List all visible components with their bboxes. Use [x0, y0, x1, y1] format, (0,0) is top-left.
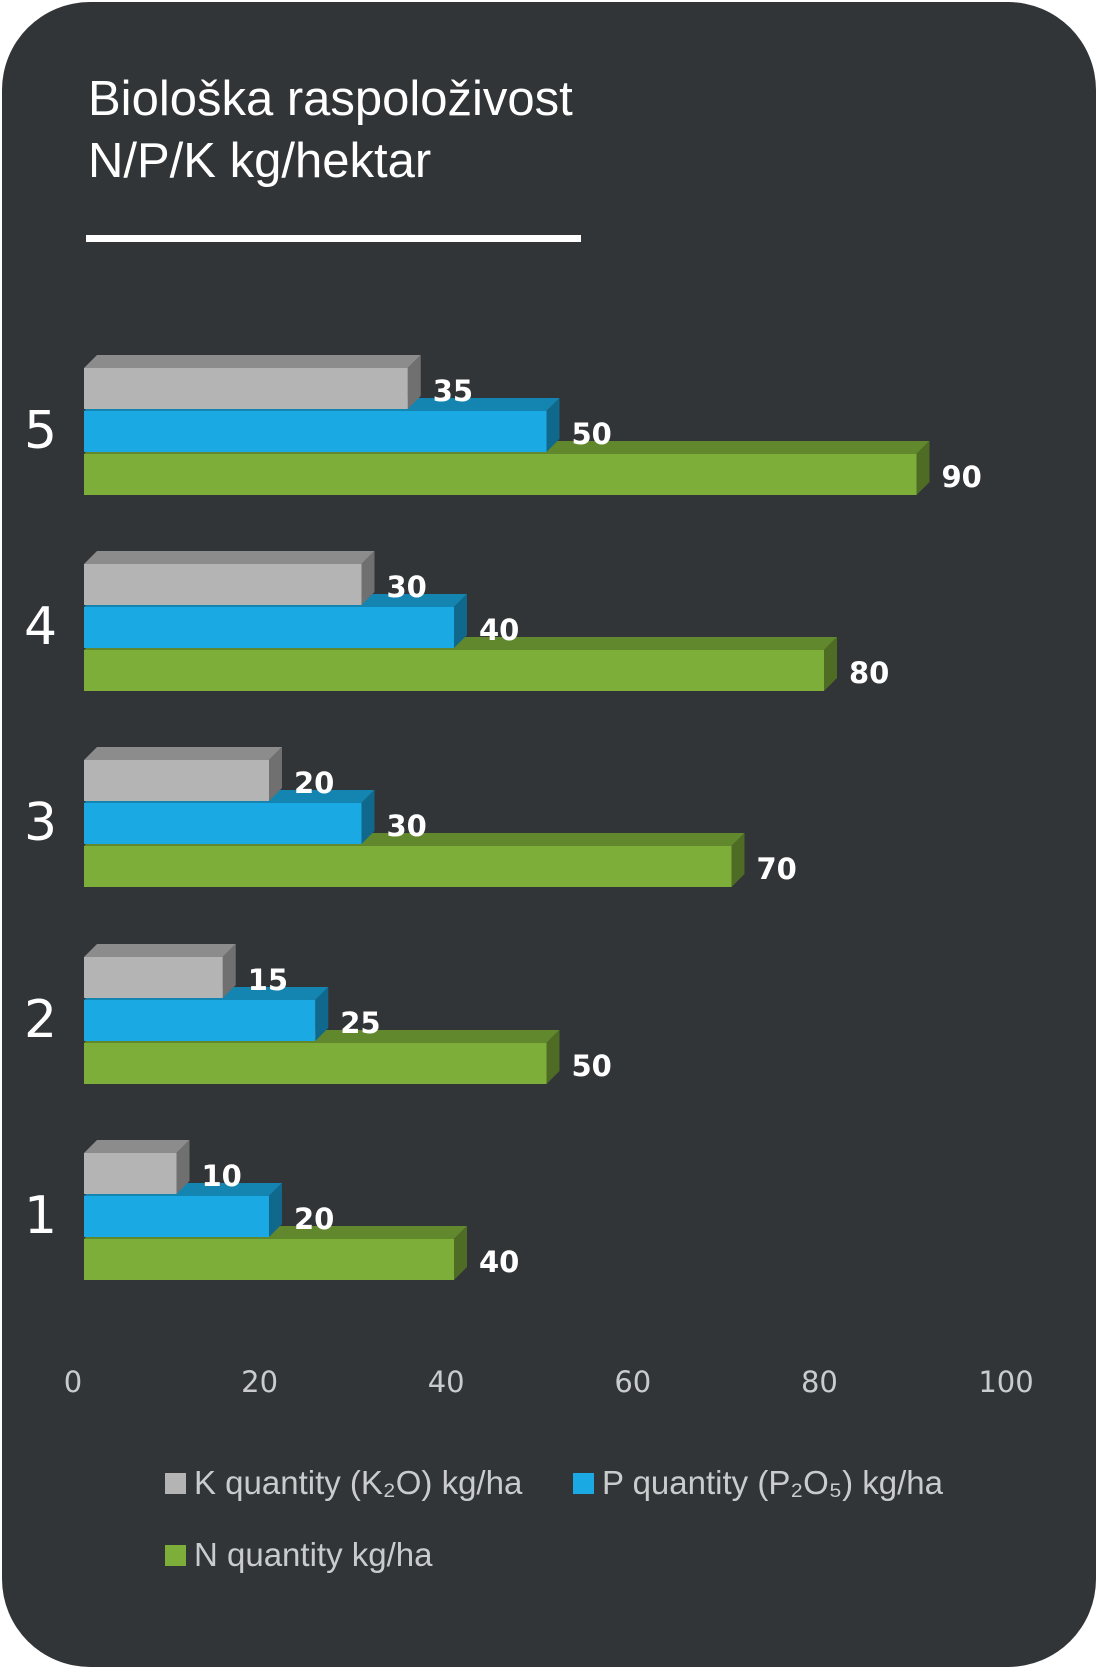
bar-front-face: [84, 1000, 316, 1041]
bar-top-face: [84, 551, 375, 564]
x-tick-label: 80: [801, 1365, 838, 1399]
bar-top-face: [84, 355, 421, 368]
data-label: 10: [202, 1159, 242, 1193]
data-label: 80: [849, 656, 889, 690]
category-label-5: 5: [24, 401, 57, 461]
bar-side-face: [176, 1140, 190, 1194]
bar-front-face: [84, 1043, 547, 1084]
bar-side-face: [269, 747, 282, 801]
data-label: 70: [757, 852, 797, 886]
bar-front-face: [84, 803, 362, 844]
legend-label-k: K quantity (K₂O) kg/ha: [194, 1464, 523, 1501]
x-tick-label: 100: [978, 1365, 1033, 1399]
data-label: 50: [572, 417, 612, 451]
category-label-1: 1: [24, 1186, 57, 1246]
bar-k-cat-5: [84, 355, 421, 409]
data-label: 50: [572, 1049, 612, 1083]
bar-side-face: [269, 1183, 282, 1237]
data-label: 90: [942, 460, 982, 494]
bar-front-face: [84, 454, 917, 495]
bar-top-face: [84, 747, 282, 760]
legend-swatch-p: [573, 1472, 594, 1494]
bar-side-face: [222, 944, 236, 998]
bar-n-cat-3: [84, 833, 745, 887]
bar-side-face: [546, 398, 560, 452]
data-label: 35: [433, 374, 473, 408]
bar-front-face: [84, 1153, 177, 1194]
data-label: 40: [479, 613, 519, 647]
chart-title-line-1: Biološka raspoloživost: [88, 72, 573, 126]
bar-side-face: [315, 987, 329, 1041]
bar-front-face: [84, 846, 732, 887]
bar-p-cat-2: [84, 987, 329, 1041]
bar-n-cat-1: [84, 1226, 467, 1280]
bar-p-cat-3: [84, 790, 375, 844]
data-label: 40: [479, 1245, 519, 1279]
bar-k-cat-1: [84, 1140, 190, 1194]
x-tick-label: 0: [64, 1365, 82, 1399]
x-tick-label: 20: [241, 1365, 278, 1399]
bar-side-face: [454, 594, 467, 648]
bar-front-face: [84, 760, 269, 801]
category-label-2: 2: [24, 990, 57, 1050]
bar-front-face: [84, 368, 408, 409]
legend-swatch-n: [165, 1544, 186, 1566]
bar-top-face: [84, 944, 236, 957]
bar-side-face: [916, 441, 930, 495]
bar-k-cat-4: [84, 551, 375, 605]
legend-swatch-k: [165, 1472, 186, 1494]
x-tick-label: 60: [614, 1365, 651, 1399]
bar-front-face: [84, 1196, 269, 1237]
bar-side-face: [546, 1030, 560, 1084]
data-label: 30: [387, 570, 427, 604]
bar-front-face: [84, 650, 824, 691]
category-label-3: 3: [24, 793, 57, 853]
bar-top-face: [84, 1140, 190, 1153]
bar-side-face: [361, 790, 375, 844]
chart-title-line-2: N/P/K kg/hektar: [88, 134, 432, 188]
bar-front-face: [84, 957, 223, 998]
title-underline: [86, 235, 581, 242]
bar-side-face: [361, 551, 375, 605]
bar-side-face: [407, 355, 421, 409]
legend-item-n: N quantity kg/ha: [165, 1536, 432, 1574]
bar-k-cat-2: [84, 944, 236, 998]
legend-label-p: P quantity (P₂O₅) kg/ha: [602, 1464, 943, 1501]
bar-side-face: [824, 637, 837, 691]
legend-item-p: P quantity (P₂O₅) kg/ha: [573, 1464, 943, 1502]
data-label: 20: [294, 1202, 334, 1236]
legend-label-n: N quantity kg/ha: [194, 1536, 433, 1573]
category-label-4: 4: [24, 597, 57, 657]
bar-k-cat-3: [84, 747, 282, 801]
bar-front-face: [84, 1239, 454, 1280]
bar-front-face: [84, 607, 454, 648]
bar-side-face: [454, 1226, 467, 1280]
data-label: 15: [248, 963, 288, 997]
legend-item-k: K quantity (K₂O) kg/ha: [165, 1464, 522, 1502]
bar-side-face: [731, 833, 745, 887]
data-label: 25: [340, 1006, 380, 1040]
data-label: 30: [387, 809, 427, 843]
data-label: 20: [294, 766, 334, 800]
bar-front-face: [84, 564, 362, 605]
bar-front-face: [84, 411, 547, 452]
x-tick-label: 40: [428, 1365, 465, 1399]
